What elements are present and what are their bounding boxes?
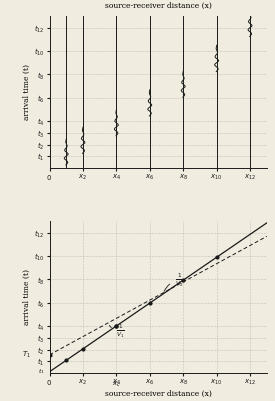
Text: $\frac{1}{V_1}$: $\frac{1}{V_1}$	[109, 323, 125, 340]
Text: $x_c$: $x_c$	[112, 380, 121, 389]
Text: $T_1$: $T_1$	[22, 350, 31, 360]
X-axis label: source-receiver distance (x): source-receiver distance (x)	[105, 390, 211, 398]
Text: source-receiver distance (x): source-receiver distance (x)	[105, 2, 211, 10]
Text: $t_1$: $t_1$	[38, 367, 45, 376]
Y-axis label: arrival time (t): arrival time (t)	[23, 269, 31, 325]
Y-axis label: arrival time (t): arrival time (t)	[23, 64, 31, 120]
Text: $\frac{1}{V_2}$: $\frac{1}{V_2}$	[164, 271, 184, 291]
